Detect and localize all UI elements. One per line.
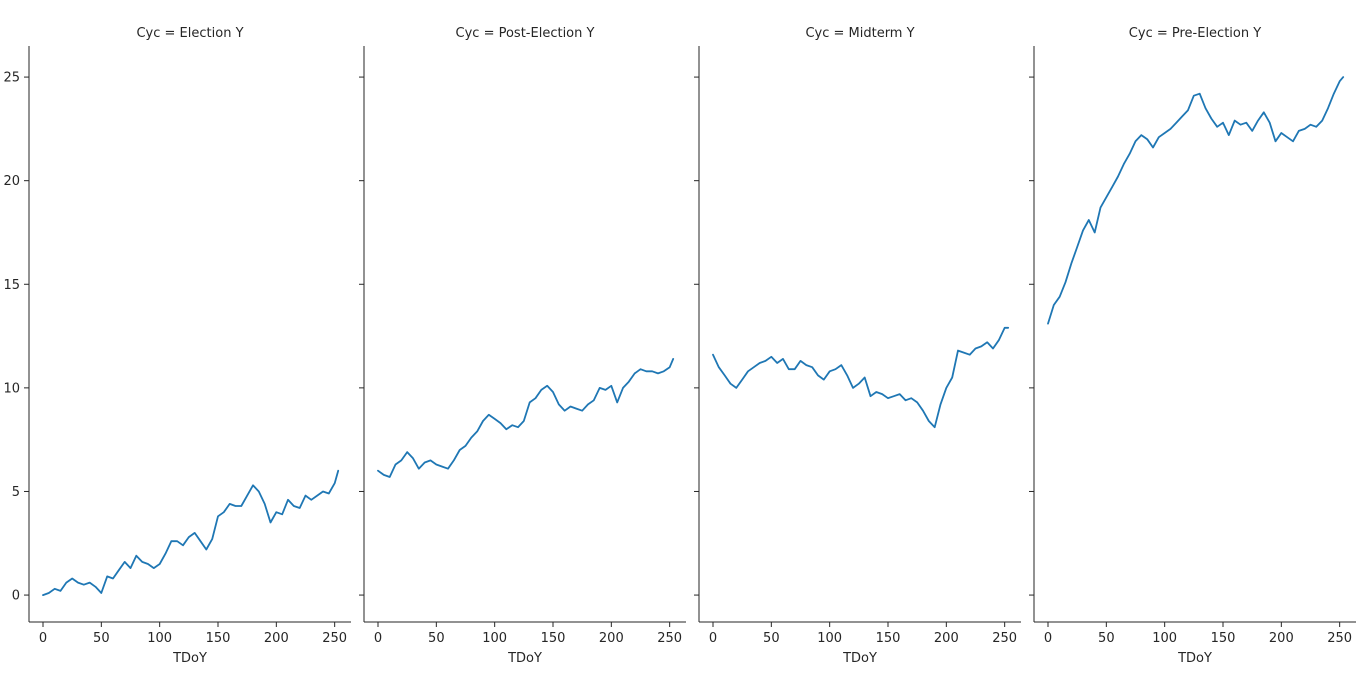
x-tick-label: 100: [817, 631, 842, 646]
x-tick-label: 200: [934, 631, 959, 646]
facet-panel-3: Cyc = Midterm Y 0 50 100 150 200 250 TDoY: [694, 26, 1021, 666]
x-tick-label: 0: [374, 631, 382, 646]
series-line: [1047, 76, 1345, 325]
x-axis-label: TDoY: [842, 651, 877, 666]
x-tick-label: 150: [876, 631, 901, 646]
series-line: [712, 326, 1010, 429]
x-axis-label: TDoY: [1177, 651, 1212, 666]
x-tick-label: 150: [541, 631, 566, 646]
x-axis-label: TDoY: [172, 651, 207, 666]
x-tick-label: 50: [93, 631, 110, 646]
facet-panel-1: Cyc = Election Y 0 50 100 150 200 250 0 5 10 15 20 2…: [3, 26, 351, 666]
facet-panel-4: Cyc = Pre-Election Y 0 50 100 150 200 250 TDoY: [1029, 26, 1356, 666]
x-tick-label: 100: [1152, 631, 1177, 646]
y-tick-label: 5: [12, 485, 20, 500]
facet-title: Cyc = Midterm Y: [805, 26, 914, 41]
x-tick-label: 250: [657, 631, 682, 646]
x-tick-label: 150: [206, 631, 231, 646]
y-tick-label: 15: [3, 278, 20, 293]
y-tick-label: 10: [3, 381, 20, 396]
x-tick-label: 150: [1211, 631, 1236, 646]
x-tick-label: 250: [992, 631, 1017, 646]
x-tick-label: 50: [763, 631, 780, 646]
x-tick-label: 200: [264, 631, 289, 646]
y-tick-label: 0: [12, 589, 20, 604]
y-tick-label: 25: [3, 71, 20, 86]
x-tick-label: 50: [428, 631, 445, 646]
x-tick-label: 200: [1269, 631, 1294, 646]
series-line: [42, 469, 340, 596]
x-tick-label: 250: [322, 631, 347, 646]
x-tick-label: 250: [1327, 631, 1352, 646]
x-tick-label: 50: [1098, 631, 1115, 646]
y-tick-label: 20: [3, 174, 20, 189]
facet-title: Cyc = Pre-Election Y: [1129, 26, 1261, 41]
x-tick-label: 0: [1044, 631, 1052, 646]
x-tick-label: 100: [147, 631, 172, 646]
x-tick-label: 0: [709, 631, 717, 646]
facet-title: Cyc = Post-Election Y: [456, 26, 595, 41]
series-line: [377, 357, 675, 478]
facet-title: Cyc = Election Y: [136, 26, 243, 41]
facet-panel-2: Cyc = Post-Election Y 0 50 100 150 200 250 TDoY: [359, 26, 686, 666]
x-tick-label: 100: [482, 631, 507, 646]
x-tick-label: 0: [39, 631, 47, 646]
x-axis-label: TDoY: [507, 651, 542, 666]
x-tick-label: 200: [599, 631, 624, 646]
